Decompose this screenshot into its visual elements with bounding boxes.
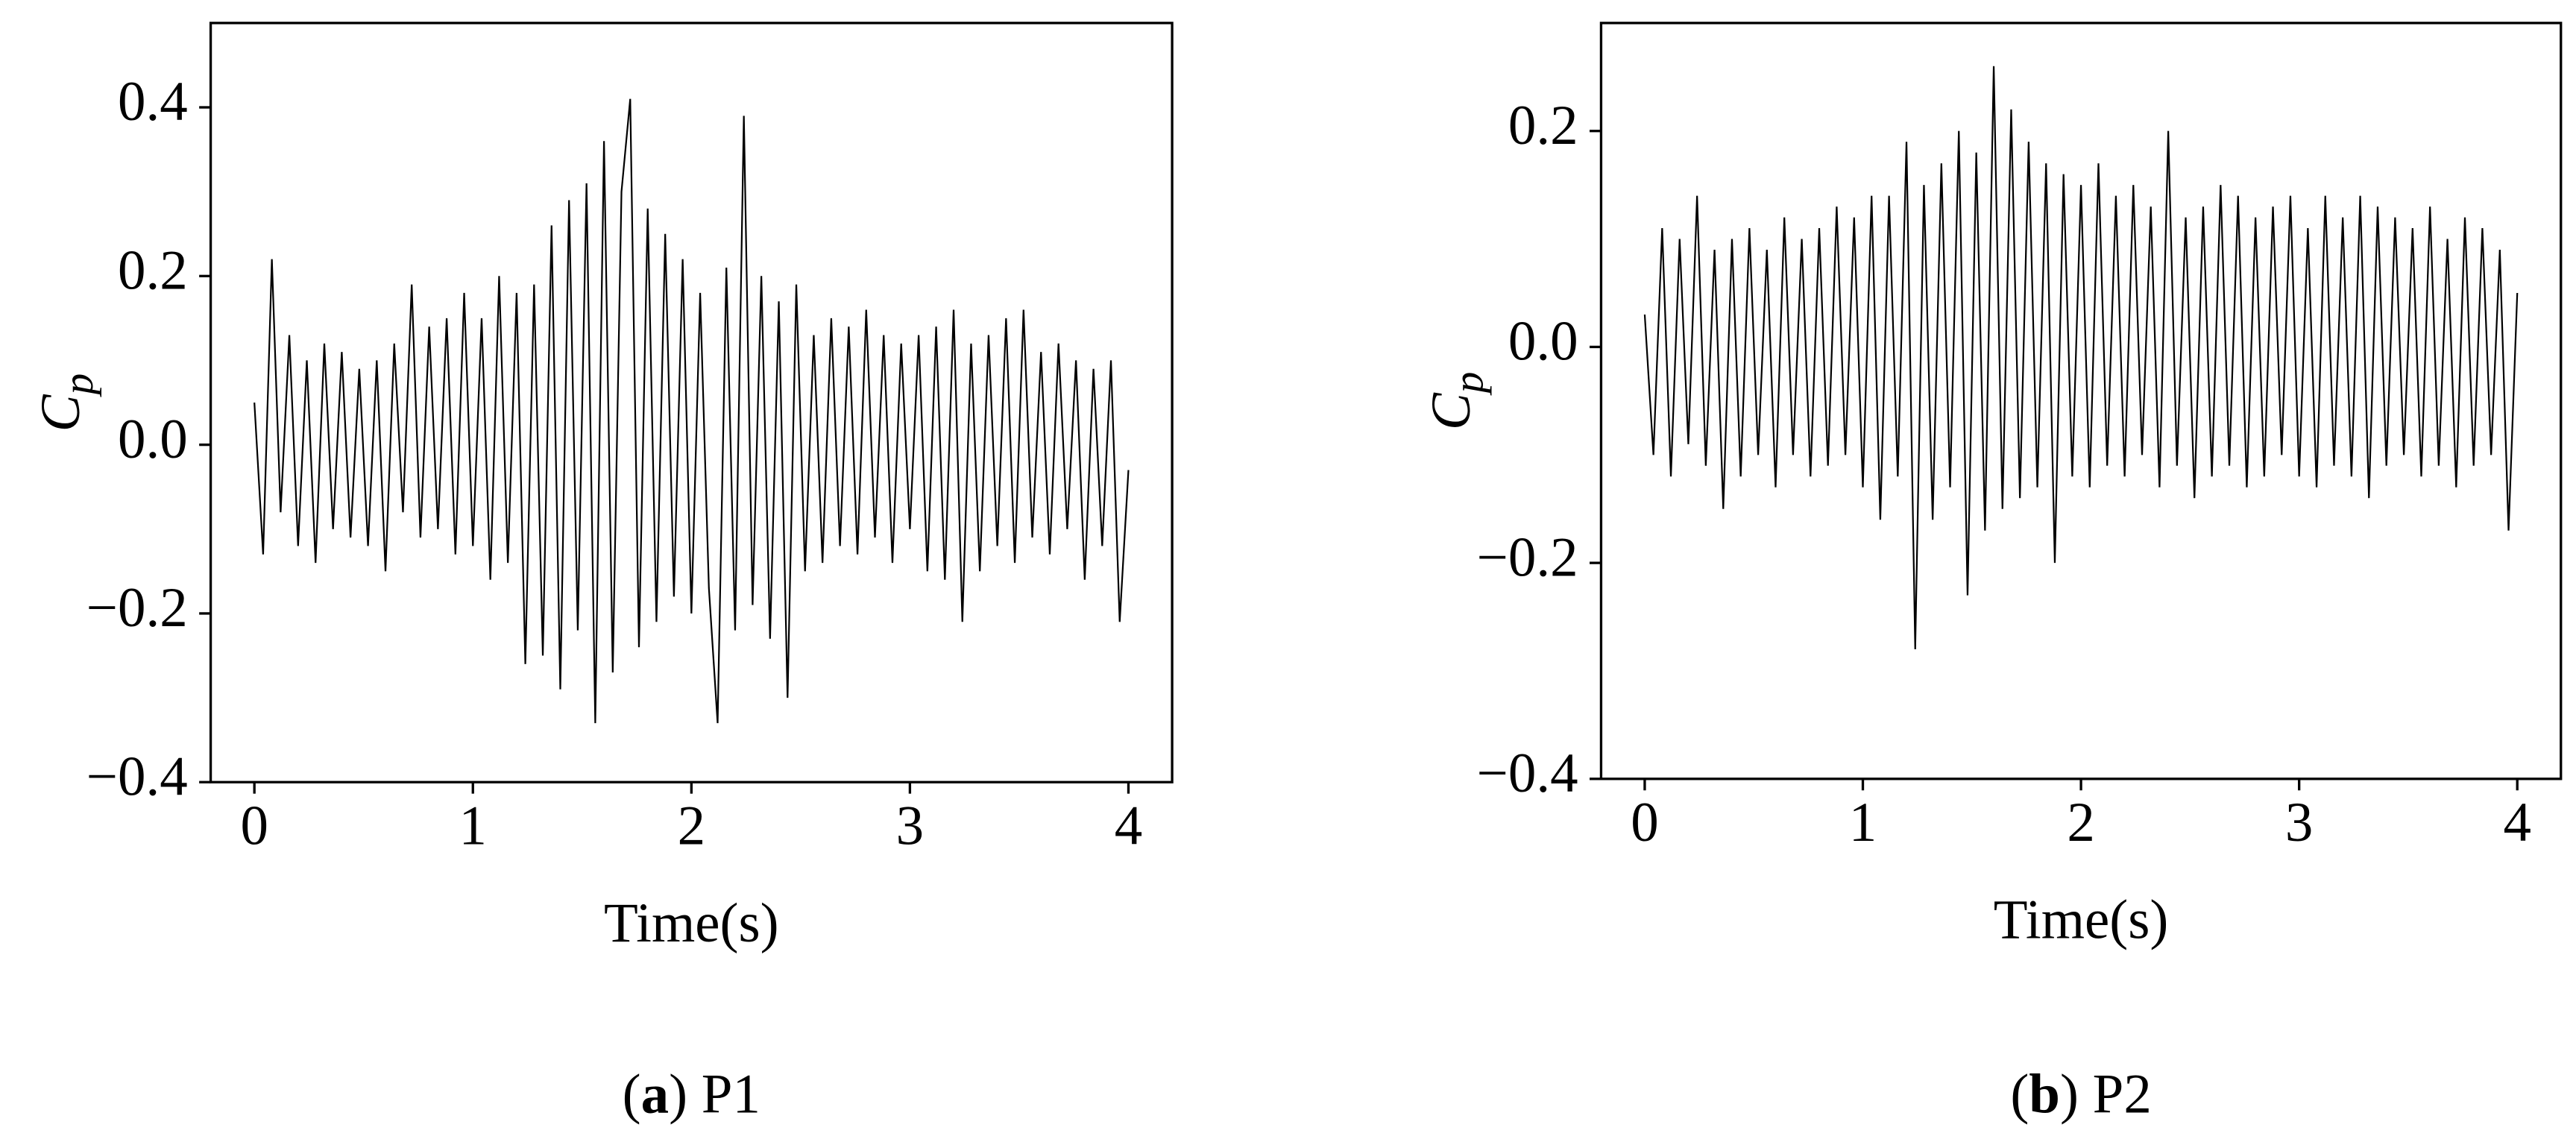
x-tick-label: 1 [459,795,487,857]
y-axis-label-base: C [1420,392,1482,430]
y-tick-label: −0.2 [1477,526,1578,588]
y-axis-label: Cp [1420,372,1493,431]
x-tick-label: 0 [1631,792,1658,854]
caption-label: a [641,1063,669,1125]
x-tick-label: 2 [2067,792,2094,854]
y-tick-label: 0.2 [118,240,188,302]
x-tick-label: 4 [2503,792,2531,854]
x-tick-label: 2 [678,795,705,857]
x-tick-label: 3 [896,795,924,857]
y-tick-label: 0.4 [118,71,188,133]
y-tick-label: 0.0 [1508,311,1578,373]
y-tick-label: −0.4 [1477,742,1578,804]
y-axis-label-subscript: p [55,373,102,398]
y-axis-label-base: C [30,394,92,432]
y-tick-label: 0.2 [1508,95,1578,157]
data-line [1643,66,2519,650]
plot-frame [1599,22,2563,780]
x-tick-label: 3 [2285,792,2313,854]
y-tick-label: −0.4 [86,745,188,807]
caption-open: ( [2010,1063,2029,1125]
x-axis-label: Time(s) [1994,889,2169,951]
y-axis-label: Cp [30,373,102,432]
caption-label: b [2029,1063,2060,1125]
plot-frame [209,22,1174,783]
x-tick-label: 4 [1115,795,1142,857]
caption: (a) P1 [623,1063,760,1125]
panel: −0.4 −0.2 0.0 0.2 0 1 2 3 4 Time(s) Cp (b) P2 [1420,22,2563,1125]
caption-text: ) P2 [2060,1063,2152,1125]
caption: (b) P2 [2010,1063,2152,1125]
y-tick-label: −0.2 [86,577,188,639]
caption-open: ( [623,1063,641,1125]
panel: −0.4 −0.2 0.0 0.2 0.4 0 1 2 3 4 Time(s) Cp (a) P1 [30,22,1174,1125]
x-axis-label: Time(s) [604,892,779,954]
y-tick-label: 0.0 [118,408,188,470]
data-line [253,98,1130,724]
caption-text: ) P1 [669,1063,760,1125]
x-tick-label: 0 [240,795,268,857]
y-axis-label-subscript: p [1446,372,1493,397]
x-tick-label: 1 [1849,792,1877,854]
